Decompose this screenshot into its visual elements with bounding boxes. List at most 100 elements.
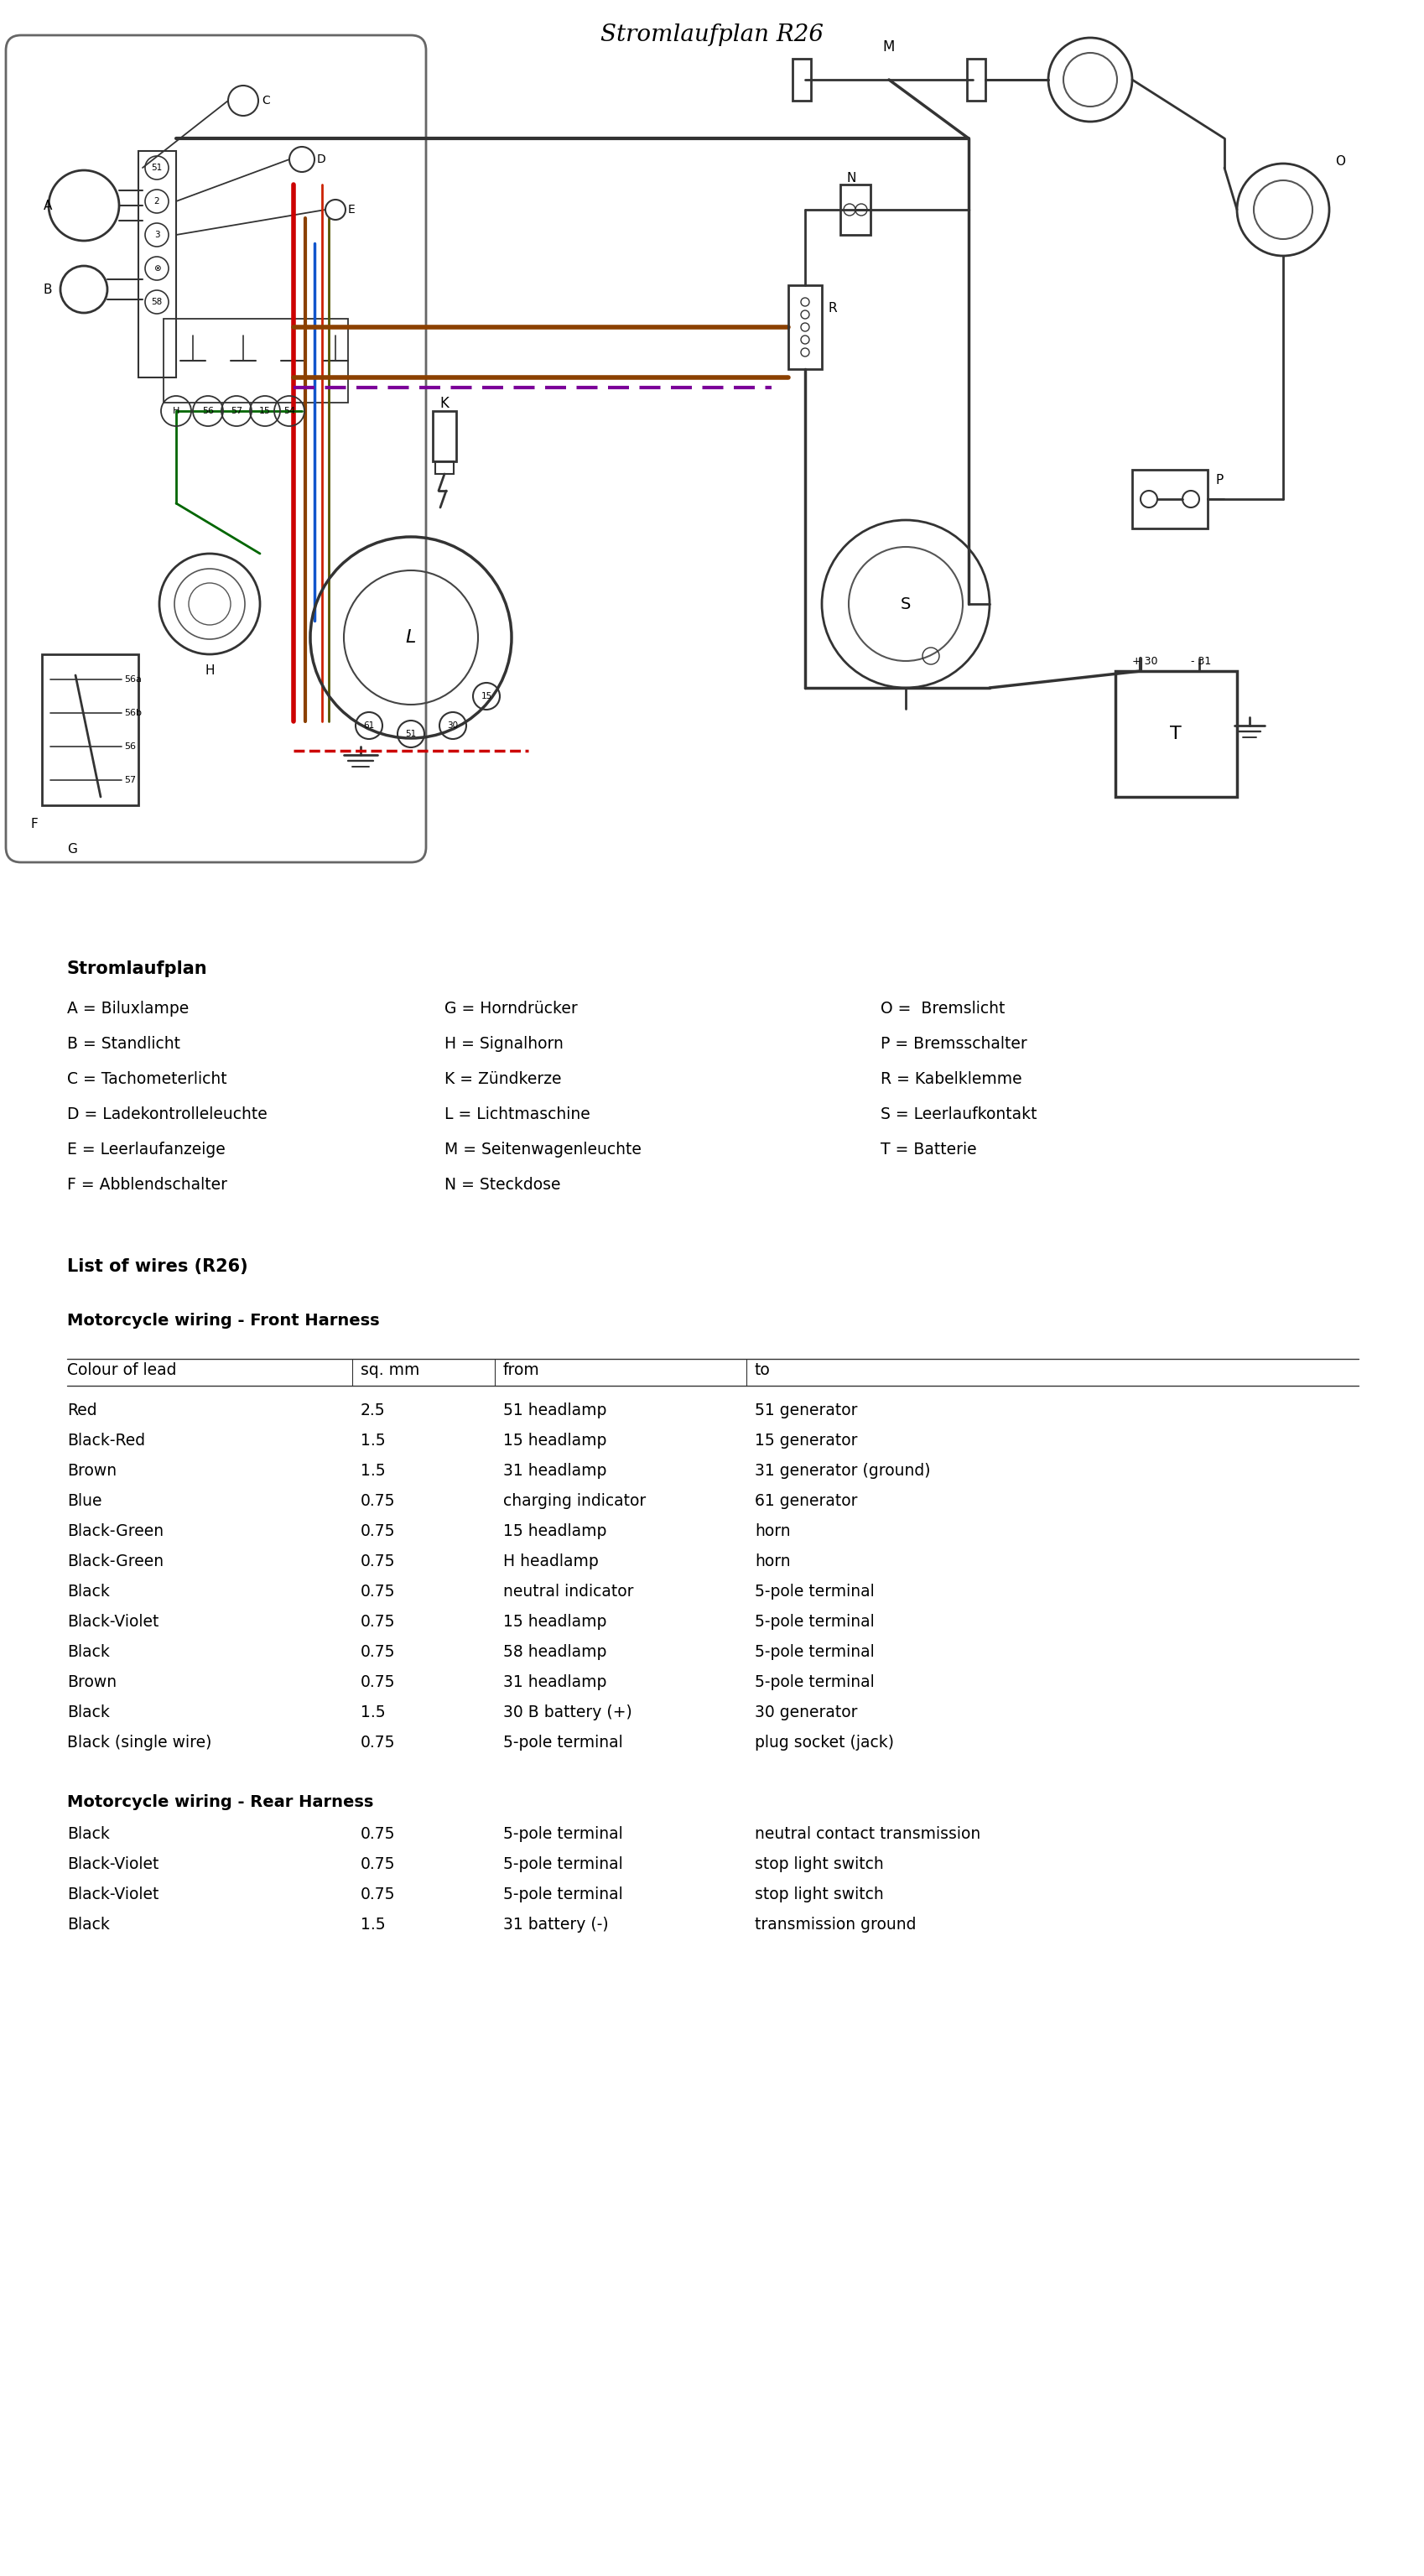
Text: 51 generator: 51 generator (755, 1401, 857, 1419)
Text: M: M (883, 39, 894, 54)
Bar (1132, 469, 1208, 528)
Text: 0.75: 0.75 (360, 1886, 396, 1904)
Text: C = Tachometerlicht: C = Tachometerlicht (67, 1072, 226, 1087)
Text: transmission ground: transmission ground (755, 1917, 916, 1932)
Text: 0.75: 0.75 (360, 1584, 396, 1600)
Text: + 30: + 30 (1132, 657, 1158, 667)
Text: 31 battery (-): 31 battery (-) (503, 1917, 608, 1932)
Text: H: H (205, 665, 215, 677)
Text: 15 headlamp: 15 headlamp (503, 1432, 607, 1448)
Text: E: E (347, 204, 355, 216)
Text: from: from (503, 1363, 540, 1378)
Bar (433, 412, 456, 461)
Text: 2.5: 2.5 (360, 1401, 386, 1419)
Text: 5-pole terminal: 5-pole terminal (503, 1857, 622, 1873)
Text: charging indicator: charging indicator (503, 1494, 645, 1510)
Text: 0.75: 0.75 (360, 1857, 396, 1873)
Text: 5-pole terminal: 5-pole terminal (755, 1674, 874, 1690)
Text: 56: 56 (124, 742, 135, 750)
Text: S = Leerlaufkontakt: S = Leerlaufkontakt (880, 1108, 1037, 1123)
Text: 54: 54 (283, 407, 295, 415)
Text: 0.75: 0.75 (360, 1643, 396, 1659)
FancyBboxPatch shape (6, 36, 426, 863)
Text: P = Bremsschalter: P = Bremsschalter (880, 1036, 1027, 1051)
Text: G: G (67, 842, 77, 855)
Text: 3: 3 (154, 232, 159, 240)
Text: Black-Violet: Black-Violet (67, 1886, 158, 1904)
Text: Red: Red (67, 1401, 97, 1419)
Text: 0.75: 0.75 (360, 1494, 396, 1510)
Text: 51: 51 (151, 162, 162, 173)
Text: 57: 57 (231, 407, 242, 415)
Text: D = Ladekontrolleleuchte: D = Ladekontrolleleuchte (67, 1108, 268, 1123)
Text: 31 generator (ground): 31 generator (ground) (755, 1463, 930, 1479)
Text: T: T (1169, 726, 1180, 742)
Text: 0.75: 0.75 (360, 1553, 396, 1569)
Text: P: P (1215, 474, 1223, 487)
Text: ⊗: ⊗ (152, 265, 161, 273)
Text: Motorcycle wiring - Rear Harness: Motorcycle wiring - Rear Harness (67, 1795, 373, 1811)
Text: Black: Black (67, 1917, 110, 1932)
Bar (967, 59, 985, 100)
Bar (840, 185, 870, 234)
Text: 0.75: 0.75 (360, 1674, 396, 1690)
Text: K = Zündkerze: K = Zündkerze (444, 1072, 561, 1087)
Bar (434, 461, 453, 474)
Text: F: F (30, 817, 37, 829)
Text: A: A (44, 198, 53, 211)
Bar (164, 319, 347, 402)
Text: Blue: Blue (67, 1494, 103, 1510)
Text: Brown: Brown (67, 1463, 117, 1479)
Text: List of wires (R26): List of wires (R26) (67, 1257, 248, 1275)
Text: Colour of lead: Colour of lead (67, 1363, 177, 1378)
Text: stop light switch: stop light switch (755, 1857, 883, 1873)
Text: to: to (755, 1363, 770, 1378)
Text: 1.5: 1.5 (360, 1917, 386, 1932)
Text: Black: Black (67, 1826, 110, 1842)
Text: neutral contact transmission: neutral contact transmission (755, 1826, 980, 1842)
Text: 30: 30 (447, 721, 459, 729)
Text: Stromlaufplan R26: Stromlaufplan R26 (600, 23, 823, 46)
Text: H headlamp: H headlamp (503, 1553, 598, 1569)
Bar (787, 286, 822, 368)
Text: N = Steckdose: N = Steckdose (444, 1177, 560, 1193)
Text: S: S (900, 595, 910, 613)
Text: 51 headlamp: 51 headlamp (503, 1401, 607, 1419)
Text: 1.5: 1.5 (360, 1432, 386, 1448)
Text: B = Standlicht: B = Standlicht (67, 1036, 181, 1051)
Text: O: O (1334, 155, 1344, 167)
Text: 5-pole terminal: 5-pole terminal (755, 1643, 874, 1659)
Text: A = Biluxlampe: A = Biluxlampe (67, 999, 189, 1018)
Text: 30 generator: 30 generator (755, 1705, 857, 1721)
Text: H: H (172, 407, 179, 415)
Text: 15 headlamp: 15 headlamp (503, 1615, 607, 1631)
Text: 31 headlamp: 31 headlamp (503, 1463, 607, 1479)
Text: 15 generator: 15 generator (755, 1432, 857, 1448)
Text: horn: horn (755, 1522, 790, 1540)
Bar (792, 59, 810, 100)
Text: 56a: 56a (124, 675, 141, 683)
Text: stop light switch: stop light switch (755, 1886, 883, 1904)
Text: Black: Black (67, 1643, 110, 1659)
Text: 2: 2 (154, 198, 159, 206)
Bar (1115, 672, 1236, 796)
Text: R: R (829, 301, 837, 314)
Text: K: K (440, 397, 449, 412)
Text: E = Leerlaufanzeige: E = Leerlaufanzeige (67, 1141, 225, 1157)
Text: Brown: Brown (67, 1674, 117, 1690)
Text: 0.75: 0.75 (360, 1734, 396, 1752)
Text: 0.75: 0.75 (360, 1615, 396, 1631)
Text: 61: 61 (363, 721, 375, 729)
Text: 1.5: 1.5 (360, 1463, 386, 1479)
Text: Black (single wire): Black (single wire) (67, 1734, 212, 1752)
Text: T = Batterie: T = Batterie (880, 1141, 975, 1157)
Text: 56b: 56b (124, 708, 141, 716)
Text: Stromlaufplan: Stromlaufplan (67, 961, 208, 976)
Text: D: D (316, 155, 326, 165)
Text: Black: Black (67, 1584, 110, 1600)
Text: 15: 15 (480, 693, 491, 701)
Text: O =  Bremslicht: O = Bremslicht (880, 999, 1004, 1018)
Text: sq. mm: sq. mm (360, 1363, 420, 1378)
Text: 5-pole terminal: 5-pole terminal (503, 1734, 622, 1752)
Text: G = Horndrücker: G = Horndrücker (444, 999, 577, 1018)
